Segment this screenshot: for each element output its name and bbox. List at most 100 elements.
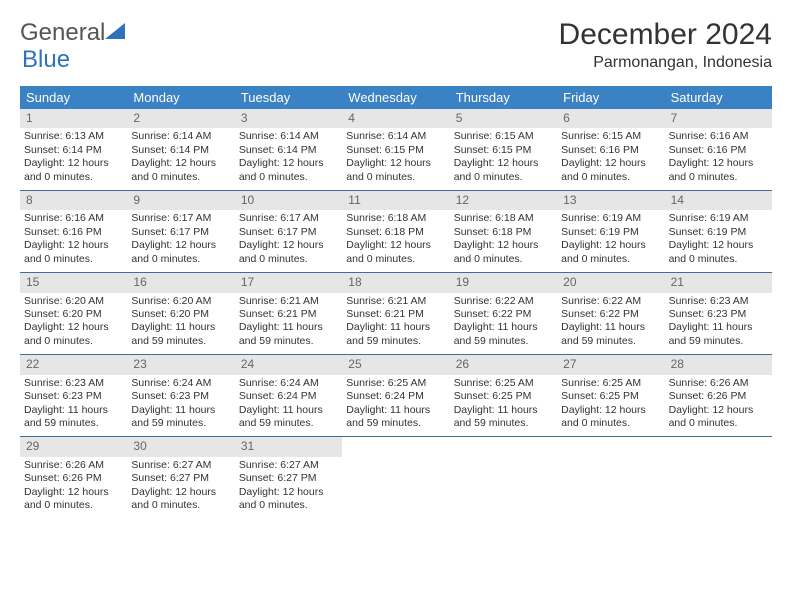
day-body: Sunrise: 6:19 AMSunset: 6:19 PMDaylight:… (665, 210, 772, 272)
day-body: Sunrise: 6:16 AMSunset: 6:16 PMDaylight:… (665, 128, 772, 190)
sunset-line: Sunset: 6:18 PM (454, 226, 553, 239)
sunset-line: Sunset: 6:23 PM (24, 390, 123, 403)
sunrise-line: Sunrise: 6:26 AM (669, 377, 768, 390)
day-body: Sunrise: 6:25 AMSunset: 6:25 PMDaylight:… (450, 375, 557, 437)
sunset-line: Sunset: 6:25 PM (561, 390, 660, 403)
sunset-line: Sunset: 6:15 PM (454, 144, 553, 157)
sunset-line: Sunset: 6:16 PM (561, 144, 660, 157)
daylight-line: Daylight: 11 hours and 59 minutes. (561, 321, 660, 348)
sunrise-line: Sunrise: 6:22 AM (561, 295, 660, 308)
sunset-line: Sunset: 6:14 PM (24, 144, 123, 157)
sunrise-line: Sunrise: 6:16 AM (24, 212, 123, 225)
day-cell: 21Sunrise: 6:23 AMSunset: 6:23 PMDayligh… (665, 273, 772, 354)
day-number: 24 (235, 355, 342, 374)
day-number: 25 (342, 355, 449, 374)
sunset-line: Sunset: 6:15 PM (346, 144, 445, 157)
daylight-line: Daylight: 11 hours and 59 minutes. (346, 404, 445, 431)
sunrise-line: Sunrise: 6:15 AM (454, 130, 553, 143)
daylight-line: Daylight: 12 hours and 0 minutes. (239, 239, 338, 266)
sunrise-line: Sunrise: 6:20 AM (131, 295, 230, 308)
day-number: 20 (557, 273, 664, 292)
dow-wednesday: Wednesday (342, 86, 449, 109)
sunrise-line: Sunrise: 6:21 AM (239, 295, 338, 308)
sunset-line: Sunset: 6:17 PM (239, 226, 338, 239)
daylight-line: Daylight: 12 hours and 0 minutes. (239, 157, 338, 184)
dow-friday: Friday (557, 86, 664, 109)
day-cell: 7Sunrise: 6:16 AMSunset: 6:16 PMDaylight… (665, 109, 772, 190)
sunrise-line: Sunrise: 6:15 AM (561, 130, 660, 143)
day-cell: 9Sunrise: 6:17 AMSunset: 6:17 PMDaylight… (127, 191, 234, 272)
day-cell: 23Sunrise: 6:24 AMSunset: 6:23 PMDayligh… (127, 355, 234, 436)
sunset-line: Sunset: 6:25 PM (454, 390, 553, 403)
daylight-line: Daylight: 12 hours and 0 minutes. (346, 239, 445, 266)
day-number: 17 (235, 273, 342, 292)
day-body: Sunrise: 6:17 AMSunset: 6:17 PMDaylight:… (127, 210, 234, 272)
calendar: SundayMondayTuesdayWednesdayThursdayFrid… (20, 86, 772, 519)
daylight-line: Daylight: 11 hours and 59 minutes. (454, 321, 553, 348)
sunrise-line: Sunrise: 6:27 AM (131, 459, 230, 472)
daylight-line: Daylight: 12 hours and 0 minutes. (346, 157, 445, 184)
day-number: 10 (235, 191, 342, 210)
day-cell: 29Sunrise: 6:26 AMSunset: 6:26 PMDayligh… (20, 437, 127, 518)
daylight-line: Daylight: 11 hours and 59 minutes. (239, 404, 338, 431)
sunrise-line: Sunrise: 6:17 AM (239, 212, 338, 225)
sunset-line: Sunset: 6:26 PM (669, 390, 768, 403)
sunset-line: Sunset: 6:18 PM (346, 226, 445, 239)
location: Parmonangan, Indonesia (559, 54, 772, 72)
day-body: Sunrise: 6:23 AMSunset: 6:23 PMDaylight:… (665, 293, 772, 355)
sunset-line: Sunset: 6:21 PM (346, 308, 445, 321)
day-body: Sunrise: 6:21 AMSunset: 6:21 PMDaylight:… (342, 293, 449, 355)
day-body: Sunrise: 6:17 AMSunset: 6:17 PMDaylight:… (235, 210, 342, 272)
logo-text-b: Blue (22, 46, 70, 73)
sunrise-line: Sunrise: 6:25 AM (346, 377, 445, 390)
day-cell: 22Sunrise: 6:23 AMSunset: 6:23 PMDayligh… (20, 355, 127, 436)
day-number: 16 (127, 273, 234, 292)
day-number-empty (557, 437, 664, 456)
day-cell: 14Sunrise: 6:19 AMSunset: 6:19 PMDayligh… (665, 191, 772, 272)
sunrise-line: Sunrise: 6:17 AM (131, 212, 230, 225)
day-number: 9 (127, 191, 234, 210)
day-cell: 31Sunrise: 6:27 AMSunset: 6:27 PMDayligh… (235, 437, 342, 518)
day-cell: 8Sunrise: 6:16 AMSunset: 6:16 PMDaylight… (20, 191, 127, 272)
day-body: Sunrise: 6:16 AMSunset: 6:16 PMDaylight:… (20, 210, 127, 272)
sunset-line: Sunset: 6:16 PM (24, 226, 123, 239)
day-number: 19 (450, 273, 557, 292)
sunset-line: Sunset: 6:27 PM (239, 472, 338, 485)
dow-tuesday: Tuesday (235, 86, 342, 109)
week-row: 15Sunrise: 6:20 AMSunset: 6:20 PMDayligh… (20, 273, 772, 355)
day-number: 4 (342, 109, 449, 128)
day-number: 12 (450, 191, 557, 210)
day-cell: 30Sunrise: 6:27 AMSunset: 6:27 PMDayligh… (127, 437, 234, 518)
day-number: 7 (665, 109, 772, 128)
day-cell: 17Sunrise: 6:21 AMSunset: 6:21 PMDayligh… (235, 273, 342, 354)
daylight-line: Daylight: 12 hours and 0 minutes. (131, 157, 230, 184)
day-cell: 6Sunrise: 6:15 AMSunset: 6:16 PMDaylight… (557, 109, 664, 190)
day-body: Sunrise: 6:25 AMSunset: 6:24 PMDaylight:… (342, 375, 449, 437)
daylight-line: Daylight: 12 hours and 0 minutes. (131, 486, 230, 513)
day-number: 29 (20, 437, 127, 456)
sunset-line: Sunset: 6:19 PM (669, 226, 768, 239)
header: General December 2024 Parmonangan, Indon… (20, 18, 772, 72)
day-number: 3 (235, 109, 342, 128)
logo-text-b-wrap: Blue (22, 46, 70, 74)
daylight-line: Daylight: 12 hours and 0 minutes. (454, 157, 553, 184)
sunset-line: Sunset: 6:20 PM (24, 308, 123, 321)
day-body: Sunrise: 6:14 AMSunset: 6:15 PMDaylight:… (342, 128, 449, 190)
daylight-line: Daylight: 12 hours and 0 minutes. (454, 239, 553, 266)
day-body: Sunrise: 6:22 AMSunset: 6:22 PMDaylight:… (557, 293, 664, 355)
sunset-line: Sunset: 6:16 PM (669, 144, 768, 157)
dow-thursday: Thursday (450, 86, 557, 109)
sunset-line: Sunset: 6:24 PM (239, 390, 338, 403)
day-number: 21 (665, 273, 772, 292)
day-number: 26 (450, 355, 557, 374)
day-cell: 27Sunrise: 6:25 AMSunset: 6:25 PMDayligh… (557, 355, 664, 436)
dow-saturday: Saturday (665, 86, 772, 109)
day-cell: 4Sunrise: 6:14 AMSunset: 6:15 PMDaylight… (342, 109, 449, 190)
daylight-line: Daylight: 12 hours and 0 minutes. (561, 404, 660, 431)
day-number: 15 (20, 273, 127, 292)
day-cell: 11Sunrise: 6:18 AMSunset: 6:18 PMDayligh… (342, 191, 449, 272)
day-number-empty (342, 437, 449, 456)
sunset-line: Sunset: 6:20 PM (131, 308, 230, 321)
day-of-week-row: SundayMondayTuesdayWednesdayThursdayFrid… (20, 86, 772, 109)
day-body: Sunrise: 6:26 AMSunset: 6:26 PMDaylight:… (20, 457, 127, 519)
